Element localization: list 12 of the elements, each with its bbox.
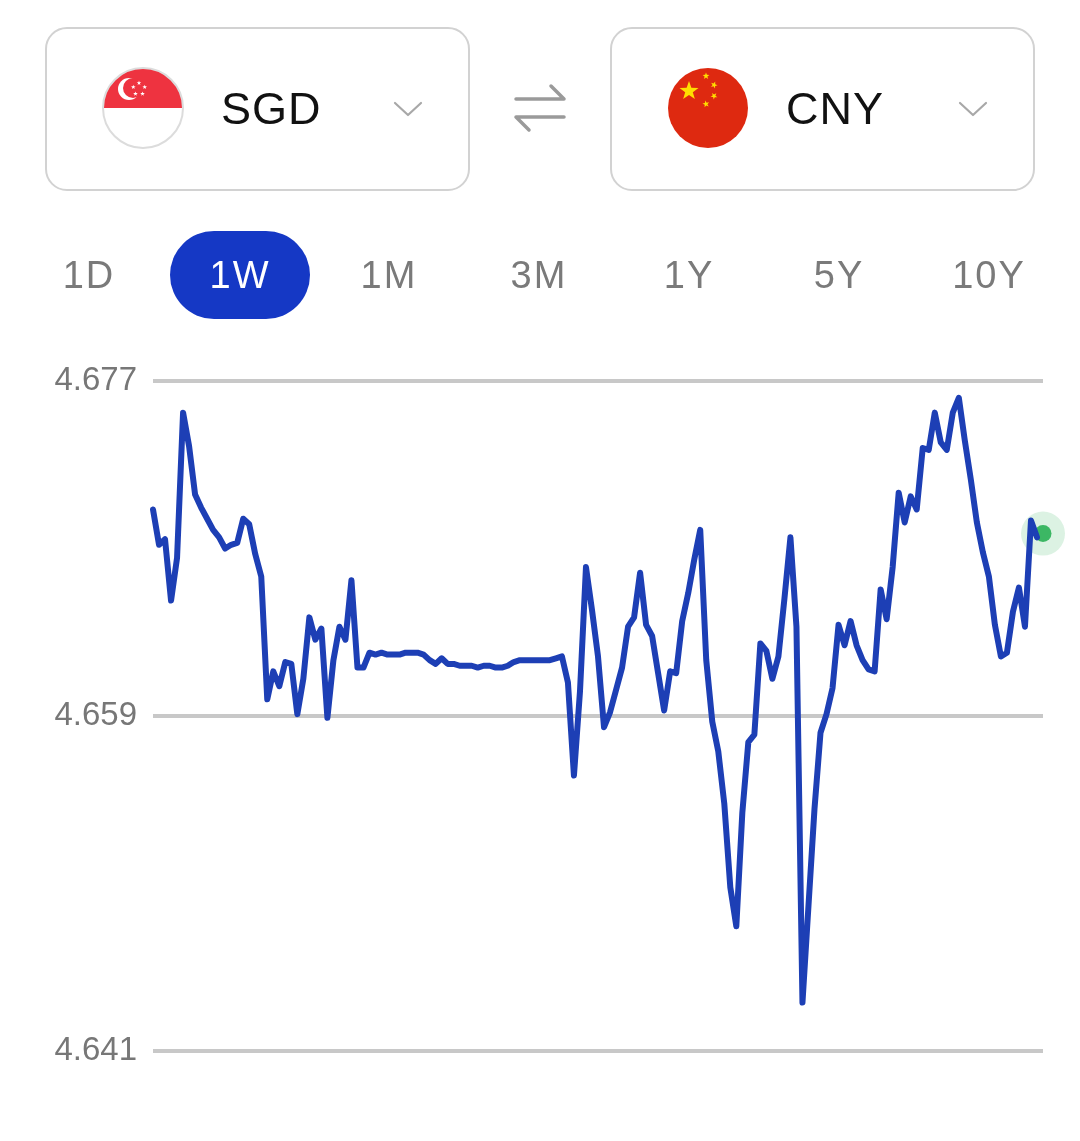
text: 3M bbox=[510, 253, 568, 297]
text: 10Y bbox=[952, 253, 1026, 297]
currency-dropdown: CNY bbox=[610, 27, 1035, 191]
text: 1D bbox=[62, 253, 116, 297]
y-tick-label: 4.641 bbox=[54, 1030, 137, 1068]
y-tick-label: 4.677 bbox=[54, 360, 137, 398]
currency-dropdown: SGD bbox=[45, 27, 470, 191]
y-tick-label: 4.659 bbox=[54, 695, 137, 733]
tab-button: 1W bbox=[170, 231, 310, 319]
text: 1M bbox=[360, 253, 418, 297]
text: 1Y bbox=[663, 253, 715, 297]
text: 5Y bbox=[813, 253, 865, 297]
